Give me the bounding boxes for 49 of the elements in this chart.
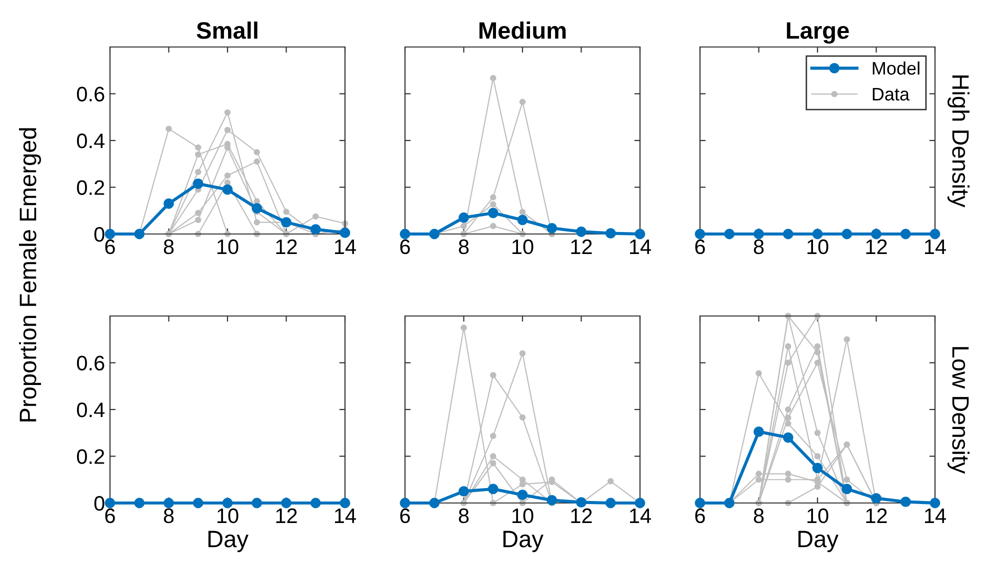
y-tick-label: 0.6 (76, 86, 104, 102)
x-tick-label: 12 (866, 239, 887, 254)
x-axis-title: Day (798, 530, 838, 552)
x-tick-label: 14 (630, 240, 651, 254)
text: High Density (947, 76, 970, 208)
x-tick-label: 14 (335, 508, 356, 523)
y-tick-label: 0.4 (76, 134, 105, 148)
x-tick-label: 10 (218, 239, 238, 254)
x-tick-label: 10 (808, 508, 828, 524)
x-tick-label: 8 (164, 508, 174, 524)
chart-title: Medium (479, 22, 566, 39)
x-tick-label: 6 (400, 508, 410, 524)
legend-label: Model (872, 61, 920, 75)
x-tick-label: 14 (630, 508, 651, 523)
x-tick-label: 12 (276, 508, 297, 523)
y-axis-title: Proportion Female Emerged (18, 128, 42, 422)
y-tick-label: 0.2 (76, 449, 104, 464)
y-tick-label: 0.4 (76, 402, 105, 418)
x-tick-label: 8 (754, 239, 764, 254)
x-tick-label: 10 (218, 508, 238, 524)
y-tick-label: 0.6 (76, 356, 104, 371)
x-tick-label: 8 (458, 239, 469, 254)
x-tick-label: 12 (571, 508, 592, 523)
chart-title: Large (786, 22, 849, 44)
x-tick-label: 6 (400, 239, 410, 254)
y-tick-label: 0 (94, 496, 104, 511)
x-tick-label: 14 (925, 508, 946, 523)
x-tick-label: 8 (164, 239, 174, 254)
x-tick-label: 8 (754, 508, 764, 524)
chart-title: Small (196, 22, 258, 39)
x-tick-label: 6 (695, 239, 705, 254)
x-tick-label: 10 (808, 239, 828, 254)
x-tick-label: 10 (512, 508, 534, 524)
text: Low Density (947, 347, 970, 474)
x-tick-label: 12 (276, 239, 297, 254)
x-tick-label: 12 (866, 508, 887, 523)
x-tick-label: 6 (695, 508, 705, 524)
x-axis-title: Day (503, 530, 544, 552)
y-tick-label: 0 (94, 227, 104, 242)
x-axis-title: Day (208, 530, 248, 552)
x-tick-label: 10 (512, 239, 534, 254)
x-tick-label: 6 (105, 239, 115, 254)
x-tick-label: 14 (925, 240, 946, 254)
x-tick-label: 12 (571, 239, 592, 254)
legend-label: Data (872, 88, 910, 101)
x-tick-label: 8 (458, 508, 469, 524)
x-tick-label: 6 (105, 508, 115, 524)
y-tick-label: 0.2 (76, 180, 104, 196)
x-tick-label: 14 (335, 240, 356, 254)
